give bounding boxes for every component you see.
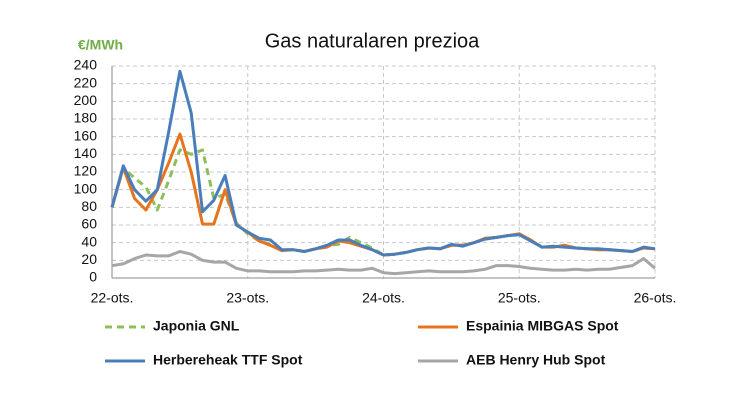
y-tick-label: 120 [74,163,98,179]
y-tick-label: 0 [89,269,97,285]
y-tick-label: 140 [74,145,98,161]
y-tick-label: 80 [81,198,97,214]
series-line [111,250,656,276]
x-tick-label: 26-ots. [634,290,677,306]
chart-title: Gas naturalaren prezioa [265,30,480,52]
legend-label: Japonia GNL [153,318,240,334]
legend-label: Herbereheak TTF Spot [153,352,303,368]
y-tick-label: 20 [81,251,97,267]
legend-label: AEB Henry Hub Spot [466,352,606,368]
x-tick-label: 23-ots. [226,290,269,306]
legend-label: Espainia MIBGAS Spot [466,318,619,334]
y-tick-label: 40 [81,233,97,249]
y-tick-label: 100 [74,180,98,196]
y-tick-label: 200 [74,92,98,108]
series-line [110,69,656,257]
y-axis-label: €/MWh [78,37,123,53]
y-tick-label: 220 [74,74,98,90]
x-tick-label: 25-ots. [498,290,541,306]
y-tick-label: 240 [74,57,98,73]
y-tick-label: 160 [74,127,98,143]
x-tick-label: 24-ots. [362,290,405,306]
y-tick-label: 180 [74,110,98,126]
y-tick-label: 60 [81,216,97,232]
x-tick-label: 22-ots. [91,290,134,306]
